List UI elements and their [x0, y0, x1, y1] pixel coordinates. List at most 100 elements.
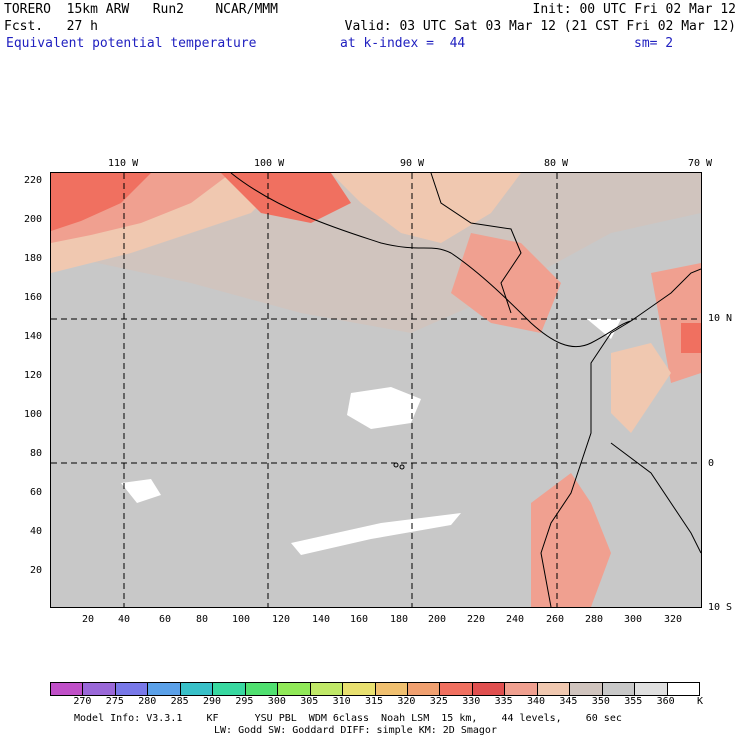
lat-label-10n: 10 N — [708, 313, 733, 324]
colorbar-swatch — [148, 683, 181, 695]
colorbar-swatch — [407, 683, 441, 695]
x-tick: 80 — [196, 614, 209, 625]
valid-time: Valid: 03 UTC Sat 03 Mar 12 (21 CST Fri … — [344, 19, 736, 34]
x-tick: 100 — [232, 614, 251, 625]
lon-label-80w: 80 W — [544, 158, 569, 169]
x-tick: 140 — [312, 614, 331, 625]
x-tick: 20 — [82, 614, 95, 625]
x-tick: 240 — [506, 614, 525, 625]
colorbar-label: 290 — [203, 696, 222, 707]
colorbar-label: 275 — [105, 696, 124, 707]
y-tick: 160 — [24, 292, 43, 303]
x-tick: 300 — [624, 614, 643, 625]
y-tick: 80 — [30, 448, 43, 459]
y-tick: 20 — [30, 565, 43, 576]
y-tick: 200 — [24, 214, 43, 225]
colorbar-unit: K — [697, 696, 704, 707]
coastline-pacific — [230, 173, 632, 607]
lat-label-10s: 10 S — [708, 602, 733, 613]
smoothing-value: sm= 2 — [634, 36, 674, 51]
field-central-america — [451, 233, 561, 333]
colorbar-swatch — [440, 683, 473, 695]
colorbar-label: 340 — [527, 696, 546, 707]
colorbar-swatch — [245, 683, 279, 695]
galapagos-islands — [399, 464, 405, 470]
y-tick: 180 — [24, 253, 43, 264]
field-cold-patch — [587, 319, 621, 339]
colorbar — [50, 682, 700, 696]
colorbar-label: 345 — [559, 696, 578, 707]
vertical-level: at k-index = 44 — [340, 36, 466, 51]
colorbar-label: 285 — [170, 696, 189, 707]
model-run-title: TORERO 15km ARW Run2 NCAR/MMM — [4, 2, 278, 17]
colorbar-label: 335 — [494, 696, 513, 707]
colorbar-swatch — [115, 683, 149, 695]
x-tick: 120 — [272, 614, 291, 625]
y-tick: 40 — [30, 526, 43, 537]
field-cold-patch — [347, 387, 421, 429]
colorbar-label: 360 — [656, 696, 675, 707]
x-tick: 60 — [159, 614, 172, 625]
colorbar-swatch — [570, 683, 603, 695]
x-tick: 200 — [428, 614, 447, 625]
model-info: Model Info: V3.3.1 KF YSU PBL WDM 6class… — [74, 713, 622, 724]
x-tick: 180 — [390, 614, 409, 625]
x-tick: 220 — [467, 614, 486, 625]
y-tick: 60 — [30, 487, 43, 498]
map-canvas — [51, 173, 701, 607]
lon-label-110w: 110 W — [108, 158, 139, 169]
field-andes-north — [611, 343, 671, 433]
colorbar-label: 280 — [138, 696, 157, 707]
colorbar-swatch — [213, 683, 246, 695]
border-peru-brazil — [610, 442, 701, 554]
colorbar-swatch — [602, 683, 636, 695]
colorbar-label: 270 — [73, 696, 92, 707]
colorbar-swatch — [180, 683, 214, 695]
colorbar-swatch — [278, 683, 311, 695]
lon-label-100w: 100 W — [254, 158, 285, 169]
field-max-nw — [51, 173, 151, 231]
colorbar-label: 305 — [300, 696, 319, 707]
x-tick: 320 — [664, 614, 683, 625]
field-max-mexico — [221, 173, 351, 223]
x-tick: 40 — [118, 614, 131, 625]
field-cold-patch — [121, 479, 161, 503]
coastline-colombia-north — [630, 268, 701, 322]
colorbar-swatch — [310, 683, 344, 695]
y-tick: 220 — [24, 175, 43, 186]
colorbar-swatch — [472, 683, 506, 695]
colorbar-swatch — [343, 683, 376, 695]
colorbar-swatch — [537, 683, 571, 695]
lon-label-70w: 70 W — [688, 158, 713, 169]
y-tick: 140 — [24, 331, 43, 342]
lon-label-90w: 90 W — [400, 158, 425, 169]
field-max-venezuela — [681, 323, 701, 353]
colorbar-label: 315 — [365, 696, 384, 707]
colorbar-label: 320 — [397, 696, 416, 707]
theta-e-map — [50, 172, 702, 608]
init-time: Init: 00 UTC Fri 02 Mar 12 — [532, 2, 737, 17]
field-cold-streak — [291, 513, 461, 555]
colorbar-swatch — [51, 683, 84, 695]
x-tick: 280 — [585, 614, 604, 625]
colorbar-label: 295 — [235, 696, 254, 707]
colorbar-label: 350 — [591, 696, 610, 707]
colorbar-swatch — [375, 683, 408, 695]
y-tick: 100 — [24, 409, 43, 420]
field-name: Equivalent potential temperature — [6, 36, 257, 51]
field-warm-coast — [331, 173, 521, 243]
field-peru-coast — [531, 473, 611, 607]
physics-info: LW: Godd SW: Goddard DIFF: simple KM: 2D… — [214, 725, 497, 736]
y-tick: 120 — [24, 370, 43, 381]
coastline-caribbean — [430, 173, 522, 314]
colorbar-label: 355 — [624, 696, 643, 707]
x-tick: 160 — [350, 614, 369, 625]
forecast-hour: Fcst. 27 h — [4, 19, 98, 34]
colorbar-label: 325 — [429, 696, 448, 707]
colorbar-swatch — [667, 683, 700, 695]
colorbar-swatch — [83, 683, 116, 695]
colorbar-swatch — [505, 683, 538, 695]
colorbar-label: 300 — [267, 696, 286, 707]
colorbar-swatch — [635, 683, 668, 695]
x-tick: 260 — [546, 614, 565, 625]
